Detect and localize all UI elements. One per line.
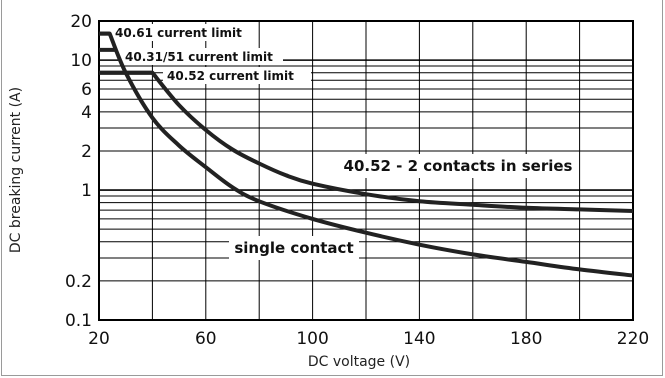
series-line-2 bbox=[99, 70, 634, 213]
annotations: 40.52 - 2 contacts in series single conta… bbox=[229, 154, 576, 260]
series-layer bbox=[99, 31, 634, 278]
y-tick-label: 2 bbox=[81, 142, 92, 162]
annotation-label: 40.52 - 2 contacts in series bbox=[344, 157, 573, 175]
x-tick-label: 60 bbox=[195, 329, 217, 349]
y-tick-label: 4 bbox=[81, 103, 92, 123]
limit-label: 40.61 current limit bbox=[115, 26, 242, 40]
series-line-1 bbox=[99, 31, 634, 278]
x-axis-title: DC voltage (V) bbox=[308, 354, 410, 370]
limit-label-bg bbox=[121, 48, 283, 65]
x-tick-label: 140 bbox=[403, 329, 435, 349]
x-tick-label: 220 bbox=[617, 329, 649, 349]
annotation-bg bbox=[229, 236, 359, 260]
x-tick-label: 180 bbox=[510, 329, 542, 349]
tick-labels: 20 60 100 140 180 220 20 10 6 4 2 1 0.2 0.1 bbox=[65, 12, 649, 349]
y-tick-label: 0.1 bbox=[65, 311, 92, 331]
limit-label: 40.31/51 current limit bbox=[125, 50, 273, 64]
annotation-bg bbox=[340, 154, 576, 178]
x-tick-label: 20 bbox=[88, 329, 110, 349]
limit-label-bg bbox=[111, 24, 229, 41]
y-tick-label: 0.2 bbox=[65, 272, 92, 292]
y-tick-label: 10 bbox=[70, 51, 92, 71]
x-tick-label: 100 bbox=[296, 329, 328, 349]
y-tick-label: 1 bbox=[81, 181, 92, 201]
y-tick-label: 6 bbox=[81, 80, 92, 100]
limit-label: 40.52 current limit bbox=[167, 69, 294, 83]
y-axis-title: DC breaking current (A) bbox=[8, 87, 24, 253]
limit-label-bg bbox=[163, 67, 311, 84]
limit-lines: 40.61 current limit 40.31/51 current limi… bbox=[99, 24, 311, 84]
annotation-label: single contact bbox=[234, 239, 353, 257]
y-tick-label: 20 bbox=[70, 12, 92, 32]
